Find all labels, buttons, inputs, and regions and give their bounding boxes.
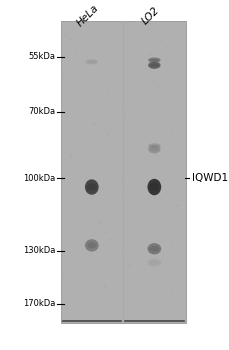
Ellipse shape <box>148 143 161 148</box>
Ellipse shape <box>85 239 99 252</box>
Ellipse shape <box>147 179 161 195</box>
Ellipse shape <box>150 246 159 252</box>
Text: 100kDa: 100kDa <box>23 174 55 183</box>
Ellipse shape <box>87 61 96 63</box>
Text: 130kDa: 130kDa <box>23 246 55 255</box>
Ellipse shape <box>150 59 159 61</box>
Text: HeLa: HeLa <box>75 2 101 28</box>
Ellipse shape <box>147 243 161 254</box>
Text: 55kDa: 55kDa <box>28 52 55 61</box>
Ellipse shape <box>86 59 98 64</box>
Ellipse shape <box>87 183 97 191</box>
FancyBboxPatch shape <box>60 21 186 323</box>
Ellipse shape <box>150 260 159 265</box>
Text: LO2: LO2 <box>140 5 161 26</box>
Ellipse shape <box>150 183 159 191</box>
Ellipse shape <box>148 57 161 63</box>
Text: 70kDa: 70kDa <box>28 107 55 116</box>
Text: 170kDa: 170kDa <box>23 299 55 308</box>
Ellipse shape <box>150 63 159 67</box>
Ellipse shape <box>147 258 161 267</box>
Ellipse shape <box>148 145 161 153</box>
Ellipse shape <box>85 179 99 195</box>
Ellipse shape <box>150 145 159 147</box>
Ellipse shape <box>150 147 159 151</box>
Ellipse shape <box>87 242 97 248</box>
Text: IQWD1: IQWD1 <box>192 174 228 183</box>
Ellipse shape <box>148 62 161 69</box>
